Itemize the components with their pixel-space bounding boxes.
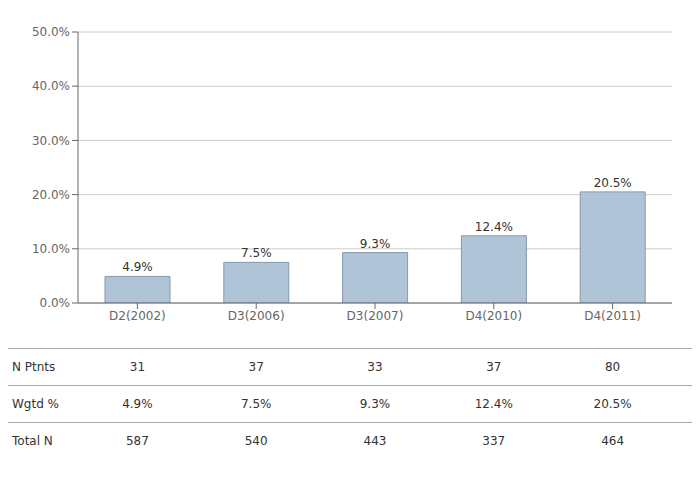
html-text:31: 31 bbox=[129, 360, 145, 374]
svg-text:D3(2006): D3(2006) bbox=[228, 309, 285, 323]
html-text:37: 37 bbox=[248, 360, 264, 374]
svg-text:D4(2010): D4(2010) bbox=[465, 309, 522, 323]
svg-text:D2(2002): D2(2002) bbox=[109, 309, 166, 323]
svg-text:0.0%: 0.0% bbox=[40, 296, 71, 310]
svg-text:40.0%: 40.0% bbox=[32, 79, 70, 93]
html-text:12.4%: 12.4% bbox=[474, 397, 513, 411]
html-text:Total N: Total N bbox=[12, 434, 53, 448]
svg-text:20.0%: 20.0% bbox=[32, 188, 70, 202]
svg-text:50.0%: 50.0% bbox=[32, 25, 70, 39]
html-text:80: 80 bbox=[604, 360, 621, 374]
html-text:464: 464 bbox=[601, 434, 624, 448]
html-text:7.5%: 7.5% bbox=[240, 397, 272, 411]
svg-text:10.0%: 10.0% bbox=[32, 242, 70, 256]
svg-text:4.9%: 4.9% bbox=[122, 260, 153, 274]
html-text:37: 37 bbox=[486, 360, 502, 374]
svg-text:7.5%: 7.5% bbox=[241, 246, 272, 260]
html-text:N Ptnts: N Ptnts bbox=[12, 360, 56, 374]
svg-text:20.5%: 20.5% bbox=[594, 176, 632, 190]
html-text:337: 337 bbox=[482, 434, 506, 448]
html-text:4.9%: 4.9% bbox=[122, 397, 153, 411]
html-text:540: 540 bbox=[244, 434, 268, 448]
html-text:9.3%: 9.3% bbox=[359, 397, 391, 411]
html-text:Wgtd %: Wgtd % bbox=[12, 397, 59, 411]
svg-text:D4(2011): D4(2011) bbox=[584, 309, 641, 323]
svg-text:9.3%: 9.3% bbox=[360, 237, 391, 251]
html-text:587: 587 bbox=[125, 434, 149, 448]
svg-text:D3(2007): D3(2007) bbox=[347, 309, 404, 323]
html-text:443: 443 bbox=[363, 434, 387, 448]
html-text:33: 33 bbox=[367, 360, 383, 374]
svg-text:30.0%: 30.0% bbox=[32, 134, 70, 148]
html-text:20.5%: 20.5% bbox=[593, 397, 632, 411]
svg-text:12.4%: 12.4% bbox=[475, 220, 513, 234]
